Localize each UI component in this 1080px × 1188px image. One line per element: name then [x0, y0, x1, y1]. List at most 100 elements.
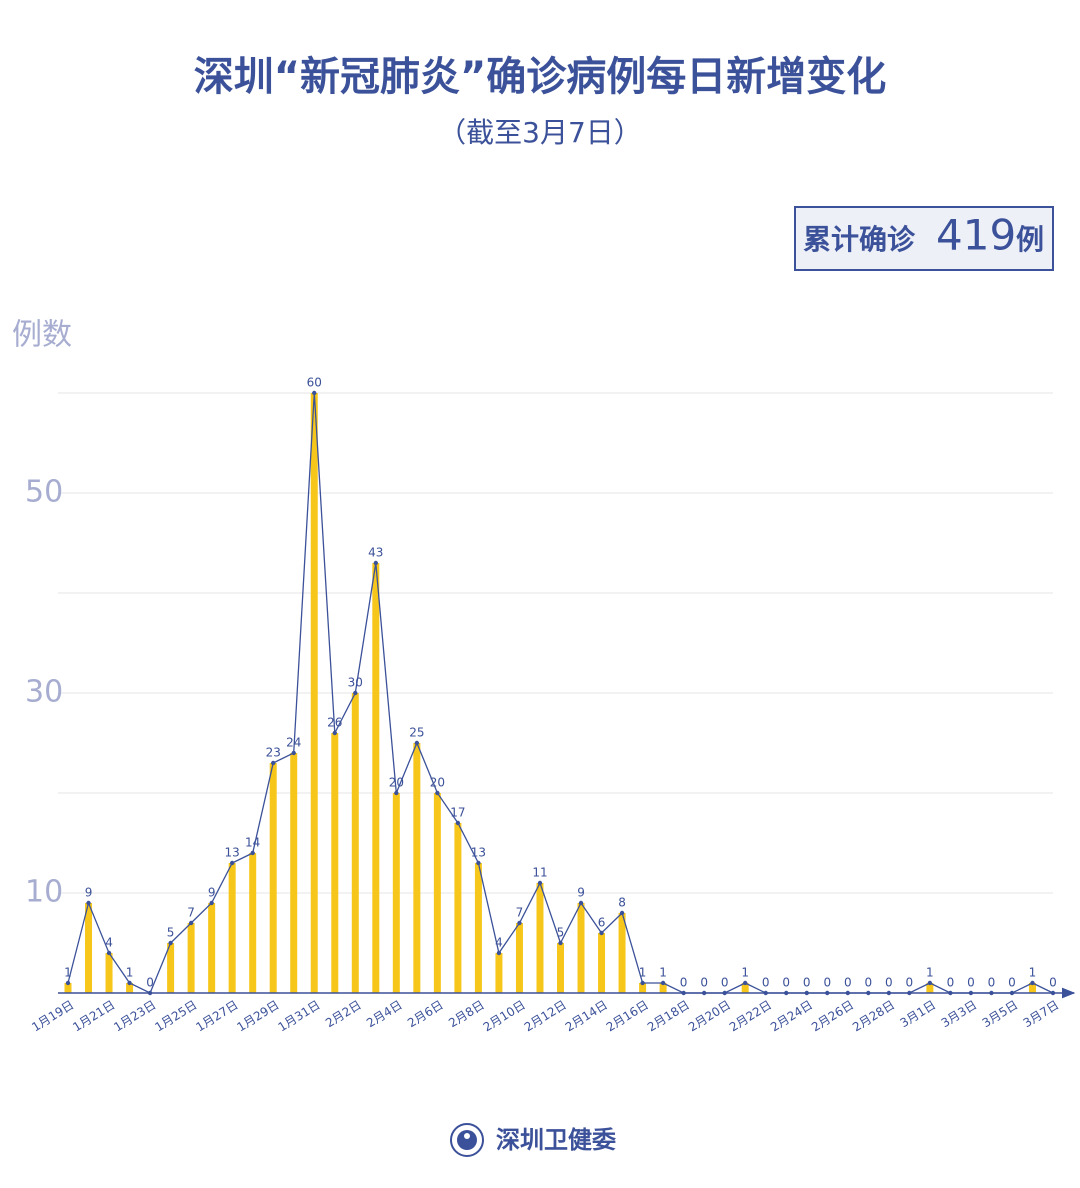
- bar: [557, 943, 564, 993]
- data-label: 14: [245, 836, 260, 850]
- data-label: 5: [167, 926, 175, 940]
- data-label: 9: [208, 886, 216, 900]
- x-tick-label: 2月10日: [481, 998, 528, 1035]
- data-label: 1: [1029, 966, 1037, 980]
- bar: [331, 733, 339, 993]
- data-label: 0: [1049, 976, 1057, 990]
- bar: [413, 743, 421, 993]
- point: [86, 900, 91, 906]
- point: [106, 950, 112, 956]
- point: [660, 980, 666, 986]
- data-label: 0: [700, 976, 708, 990]
- data-label: 0: [721, 976, 729, 990]
- x-tick-label: 1月29日: [234, 998, 281, 1035]
- data-label: 60: [307, 376, 322, 390]
- bar: [598, 933, 606, 993]
- y-axis-label: 例数: [12, 318, 72, 353]
- point: [1030, 980, 1035, 986]
- point: [640, 980, 645, 986]
- bar: [392, 793, 400, 993]
- point: [927, 980, 933, 986]
- bar: [290, 753, 298, 993]
- bar: [85, 903, 93, 993]
- bar: [269, 763, 277, 993]
- bar: [249, 853, 257, 993]
- data-label: 6: [598, 916, 606, 930]
- y-tick-label: 10: [25, 875, 63, 910]
- x-tick-label: 2月8日: [446, 998, 487, 1031]
- bar: [618, 913, 626, 993]
- plot-area: 1030501941057913142324602630432025201713…: [25, 376, 1061, 1035]
- data-label: 0: [947, 976, 955, 990]
- point: [65, 980, 71, 986]
- bar: [495, 953, 503, 993]
- bar: [105, 953, 113, 993]
- total-box: [794, 206, 1054, 271]
- data-label: 1: [126, 966, 134, 980]
- bar: [659, 983, 667, 993]
- bar: [167, 943, 175, 993]
- data-label: 0: [803, 976, 811, 990]
- data-label: 1: [926, 966, 934, 980]
- x-tick-label: 2月12日: [522, 998, 569, 1035]
- total-prefix: 累计确诊: [803, 223, 916, 256]
- data-label: 4: [105, 936, 113, 950]
- point: [127, 980, 132, 986]
- chart-subtitle: （截至3月7日）: [438, 116, 642, 149]
- bar: [454, 823, 462, 993]
- x-tick-label: 2月4日: [364, 998, 405, 1031]
- data-label: 0: [967, 976, 975, 990]
- x-tick-label: 1月31日: [275, 998, 322, 1035]
- data-label: 0: [680, 976, 688, 990]
- point: [229, 860, 235, 866]
- data-label: 1: [741, 966, 749, 980]
- bar: [433, 793, 441, 993]
- x-tick-label: 1月25日: [152, 998, 199, 1035]
- total-suffix: 例: [1016, 223, 1044, 256]
- data-label: 8: [618, 896, 626, 910]
- x-tick-label: 2月2日: [323, 998, 364, 1031]
- x-tick-label: 2月22日: [727, 998, 774, 1035]
- data-label: 0: [146, 976, 154, 990]
- data-label: 20: [430, 776, 445, 790]
- point: [619, 910, 625, 916]
- data-label: 13: [225, 846, 240, 860]
- data-label: 0: [988, 976, 996, 990]
- point: [476, 860, 481, 866]
- point: [271, 760, 276, 766]
- data-label: 24: [286, 736, 301, 750]
- bar: [126, 983, 134, 993]
- x-tick-label: 1月27日: [193, 998, 240, 1035]
- point: [496, 950, 502, 956]
- bar: [577, 903, 585, 993]
- point: [517, 920, 522, 926]
- point: [373, 560, 379, 566]
- bar: [187, 923, 195, 993]
- point: [742, 980, 748, 986]
- x-tick-label: 2月28日: [850, 998, 897, 1035]
- point: [250, 850, 255, 856]
- point: [435, 790, 440, 796]
- bar: [536, 883, 544, 993]
- point: [168, 940, 173, 946]
- data-label: 0: [864, 976, 872, 990]
- bar: [515, 923, 523, 993]
- bar: [741, 983, 749, 993]
- source: 深圳卫健委: [496, 1126, 616, 1154]
- bar: [639, 983, 647, 993]
- x-tick-label: 2月16日: [604, 998, 651, 1035]
- point: [455, 820, 461, 826]
- bar: [926, 983, 934, 993]
- data-label: 43: [368, 546, 383, 560]
- point: [558, 940, 563, 946]
- data-label: 0: [782, 976, 790, 990]
- point: [291, 750, 296, 756]
- point: [537, 880, 543, 886]
- x-tick-label: 2月20日: [686, 998, 733, 1035]
- data-label: 11: [532, 866, 547, 880]
- total-value: 419: [936, 211, 1016, 260]
- x-tick-label: 3月5日: [980, 998, 1021, 1031]
- bar: [351, 693, 359, 993]
- point: [332, 730, 337, 736]
- point: [599, 930, 604, 936]
